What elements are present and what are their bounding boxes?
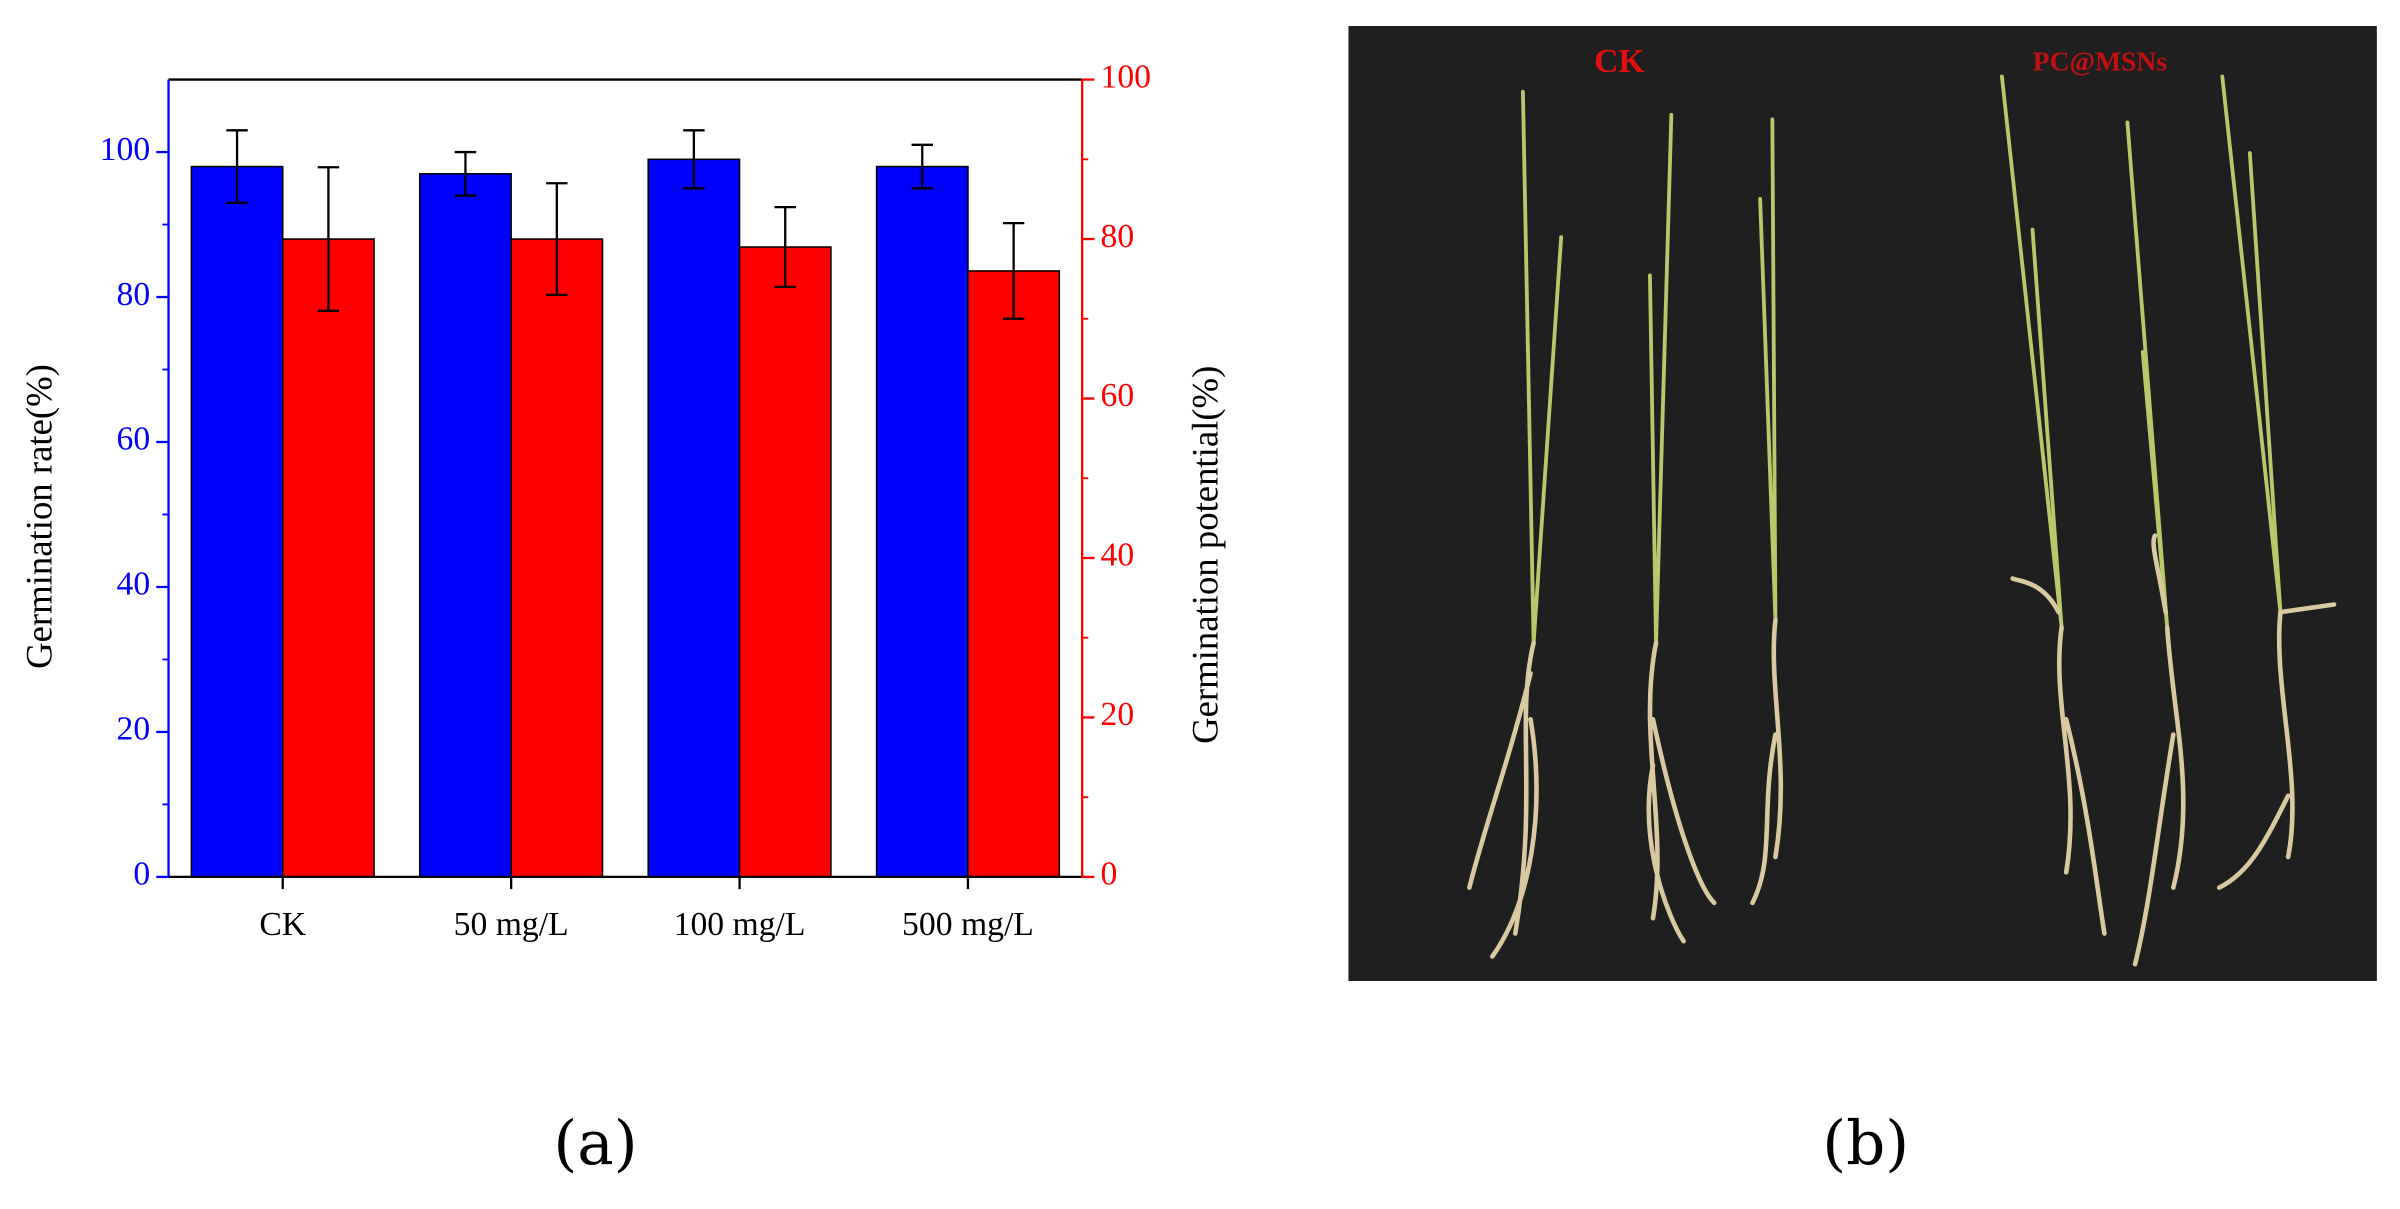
bar: [967, 270, 1061, 878]
photo: CK PC@MSNs: [1348, 26, 2377, 981]
caption: (b): [1822, 1108, 1909, 1179]
bar: [190, 165, 284, 878]
error-bar: [683, 129, 705, 190]
y2-tick-label: 0: [1101, 856, 1118, 893]
error-bar: [774, 206, 796, 289]
y2-tick-label: 60: [1101, 377, 1135, 414]
x-tick-label: 500 mg/L: [902, 906, 1034, 943]
error-bar: [226, 129, 248, 204]
y2-axis-label: Germination potential(%): [1185, 366, 1226, 744]
y-tick-label: 20: [117, 711, 151, 748]
y-axis-label: Germination rate(%): [18, 364, 59, 669]
y2-tick-label: 100: [1101, 58, 1151, 95]
x-tick-label: 100 mg/L: [674, 906, 806, 943]
x-tick-label: CK: [259, 906, 306, 943]
photo-background: [1348, 26, 2377, 981]
y-tick-label: 60: [117, 421, 151, 458]
error-bar: [546, 182, 568, 297]
seedlings: [1467, 74, 2337, 967]
bar: [281, 238, 375, 878]
error-bar: [454, 150, 477, 197]
photo-label: CK: [1594, 43, 1644, 80]
y2-tick-label: 20: [1101, 696, 1135, 733]
y-tick-label: 100: [100, 131, 150, 168]
error-bar: [317, 166, 340, 312]
y-tick-label: 80: [117, 276, 151, 313]
y2-tick-label: 80: [1101, 218, 1135, 255]
error-bar: [911, 143, 933, 190]
bar: [510, 238, 604, 878]
bar: [738, 246, 832, 878]
y2-tick-label: 40: [1101, 537, 1135, 574]
bar: [647, 158, 741, 878]
x-tick-label: 50 mg/L: [454, 906, 569, 943]
y-tick-label: 0: [133, 856, 150, 893]
y-tick-label: 40: [117, 566, 151, 603]
error-bar: [1002, 221, 1025, 320]
bar: [875, 165, 969, 878]
bar: [419, 173, 512, 878]
caption: (a): [553, 1108, 637, 1179]
photo-label: PC@MSNs: [2033, 46, 2167, 77]
